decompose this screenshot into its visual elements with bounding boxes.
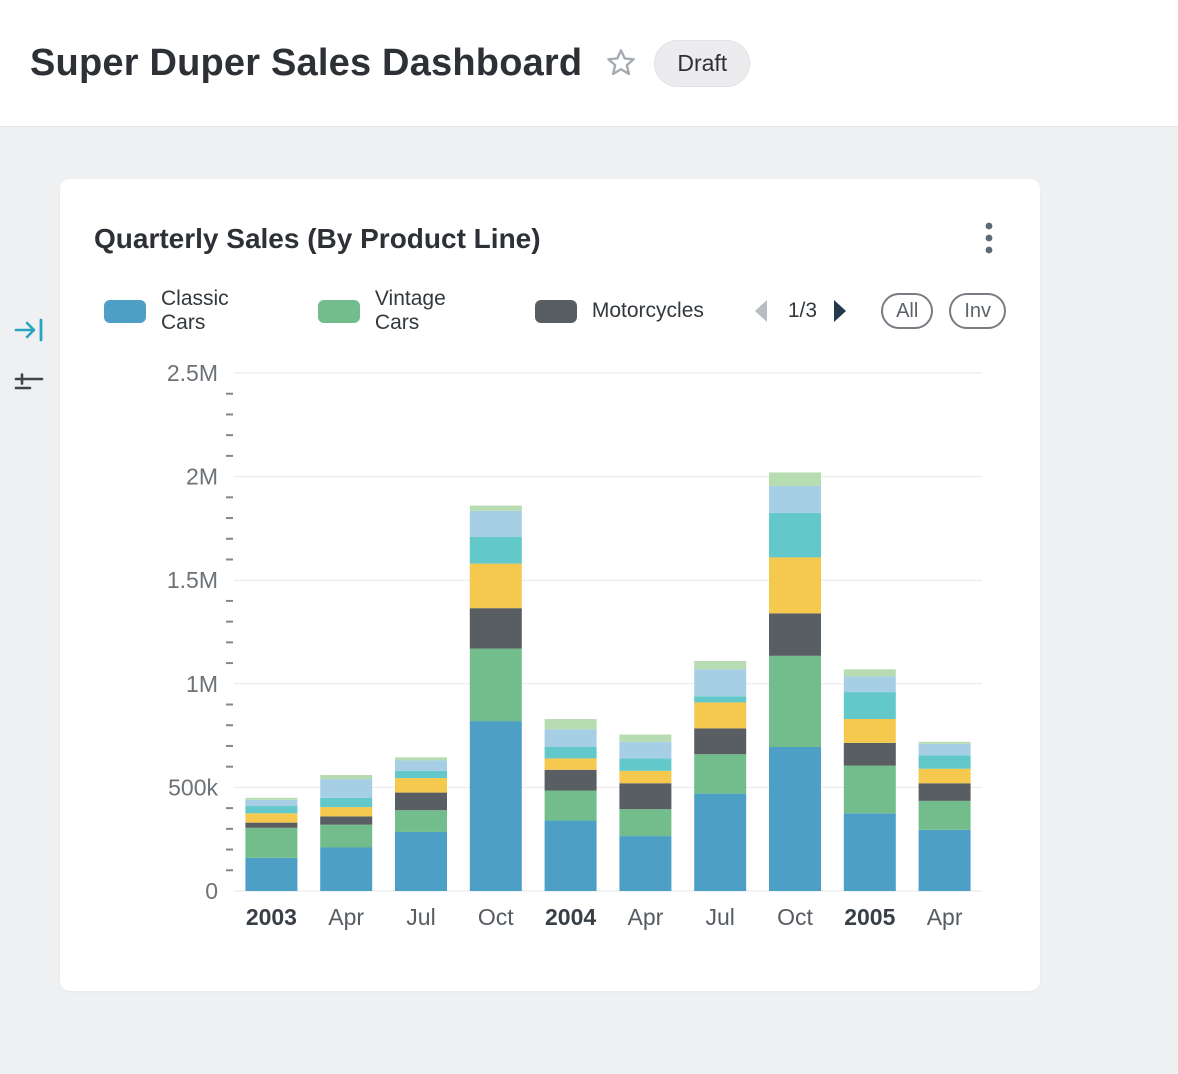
- expand-panel-button[interactable]: [14, 315, 48, 345]
- invert-selection-button[interactable]: Inv: [949, 293, 1006, 329]
- svg-text:Oct: Oct: [777, 904, 813, 930]
- svg-text:2003: 2003: [246, 904, 297, 930]
- svg-text:Oct: Oct: [478, 904, 514, 930]
- legend-item[interactable]: Vintage Cars: [317, 287, 487, 335]
- status-badge: Draft: [654, 39, 751, 87]
- chart-title: Quarterly Sales (By Product Line): [94, 223, 541, 254]
- svg-text:2.5M: 2.5M: [167, 360, 218, 386]
- svg-text:2M: 2M: [186, 464, 218, 490]
- legend-mode-buttons: All Inv: [881, 293, 1006, 329]
- legend-item[interactable]: Motorcycles: [534, 299, 704, 323]
- svg-text:1M: 1M: [186, 671, 218, 697]
- stacked-bar-chart[interactable]: 0 500k 1M 1.5M 2M 2.5M 2003 Apr Jul Oct 2004 Apr Jul…: [92, 353, 1008, 945]
- filter-button[interactable]: [14, 371, 48, 401]
- legend-pager: 1/3: [752, 297, 853, 325]
- svg-text:Apr: Apr: [328, 904, 364, 930]
- select-all-button[interactable]: All: [881, 293, 934, 329]
- legend-prev-button[interactable]: [752, 297, 774, 325]
- legend-swatch: [104, 299, 146, 323]
- legend-label: Vintage Cars: [374, 287, 446, 334]
- legend-label: Classic Cars: [161, 287, 229, 334]
- svg-text:2005: 2005: [844, 904, 895, 930]
- chevron-left-icon: [754, 300, 767, 322]
- card-header: Quarterly Sales (By Product Line): [92, 209, 1008, 259]
- legend-label: Motorcycles: [591, 299, 704, 322]
- page-title: Super Duper Sales Dashboard: [30, 41, 583, 84]
- chart-area: 0 500k 1M 1.5M 2M 2.5M 2003 Apr Jul Oct 2004 Apr Jul…: [92, 353, 1008, 945]
- kebab-menu-icon: [985, 222, 993, 254]
- svg-text:Apr: Apr: [628, 904, 664, 930]
- side-toolbar: [14, 315, 48, 401]
- svg-text:Apr: Apr: [927, 904, 963, 930]
- legend-item[interactable]: Classic Cars: [104, 287, 270, 335]
- svg-text:500k: 500k: [168, 774, 218, 800]
- legend-row: Classic Cars Vintage Cars Motorcycles 1/3 …: [92, 287, 1008, 335]
- chart-card: Quarterly Sales (By Product Line) Classi…: [60, 179, 1040, 991]
- legend-swatch: [317, 299, 360, 323]
- svg-text:0: 0: [205, 878, 218, 904]
- svg-text:Jul: Jul: [406, 904, 435, 930]
- svg-text:Jul: Jul: [705, 904, 734, 930]
- star-icon: [607, 49, 636, 76]
- svg-text:1.5M: 1.5M: [167, 567, 218, 593]
- favorite-star-icon[interactable]: [604, 46, 638, 80]
- legend-swatch: [534, 299, 577, 323]
- app-header: Super Duper Sales Dashboard Draft: [0, 0, 1178, 127]
- card-menu-button[interactable]: [974, 219, 1004, 259]
- main-area: Quarterly Sales (By Product Line) Classi…: [0, 127, 1178, 991]
- legend-page-indicator: 1/3: [787, 299, 818, 322]
- arrow-to-bar-icon: [14, 318, 43, 342]
- legend-items: Classic Cars Vintage Cars Motorcycles: [104, 287, 752, 335]
- svg-text:2004: 2004: [545, 904, 596, 930]
- legend-next-button[interactable]: [831, 297, 853, 325]
- chevron-right-icon: [834, 300, 847, 322]
- filter-icon: [14, 373, 44, 390]
